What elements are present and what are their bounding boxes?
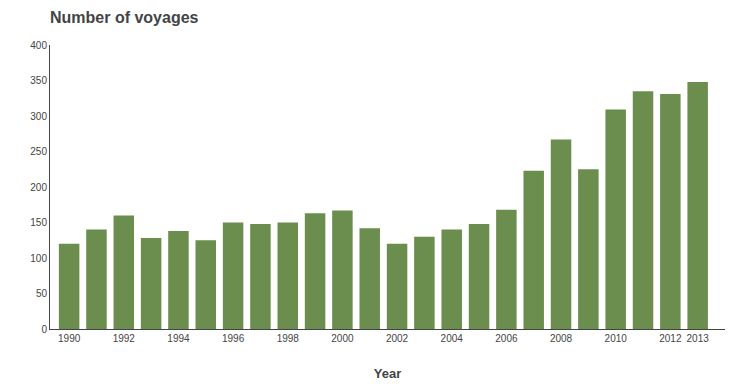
svg-text:2010: 2010 [605, 333, 628, 344]
svg-text:Year: Year [374, 366, 401, 381]
svg-text:2002: 2002 [386, 333, 409, 344]
svg-text:1998: 1998 [277, 333, 300, 344]
svg-text:1990: 1990 [58, 333, 81, 344]
svg-text:50: 50 [36, 288, 48, 299]
svg-text:200: 200 [30, 182, 47, 193]
svg-text:400: 400 [30, 40, 47, 51]
svg-text:1992: 1992 [113, 333, 136, 344]
svg-text:300: 300 [30, 111, 47, 122]
svg-text:2000: 2000 [331, 333, 354, 344]
svg-text:2013: 2013 [687, 333, 710, 344]
svg-text:350: 350 [30, 75, 47, 86]
svg-text:1994: 1994 [167, 333, 190, 344]
svg-text:2006: 2006 [495, 333, 518, 344]
svg-text:100: 100 [30, 253, 47, 264]
svg-text:2012: 2012 [659, 333, 682, 344]
svg-text:0: 0 [41, 324, 47, 335]
svg-text:150: 150 [30, 217, 47, 228]
svg-text:Number of voyages: Number of voyages [50, 9, 199, 26]
svg-text:2008: 2008 [550, 333, 573, 344]
svg-text:1996: 1996 [222, 333, 245, 344]
svg-text:250: 250 [30, 146, 47, 157]
svg-text:2004: 2004 [441, 333, 464, 344]
